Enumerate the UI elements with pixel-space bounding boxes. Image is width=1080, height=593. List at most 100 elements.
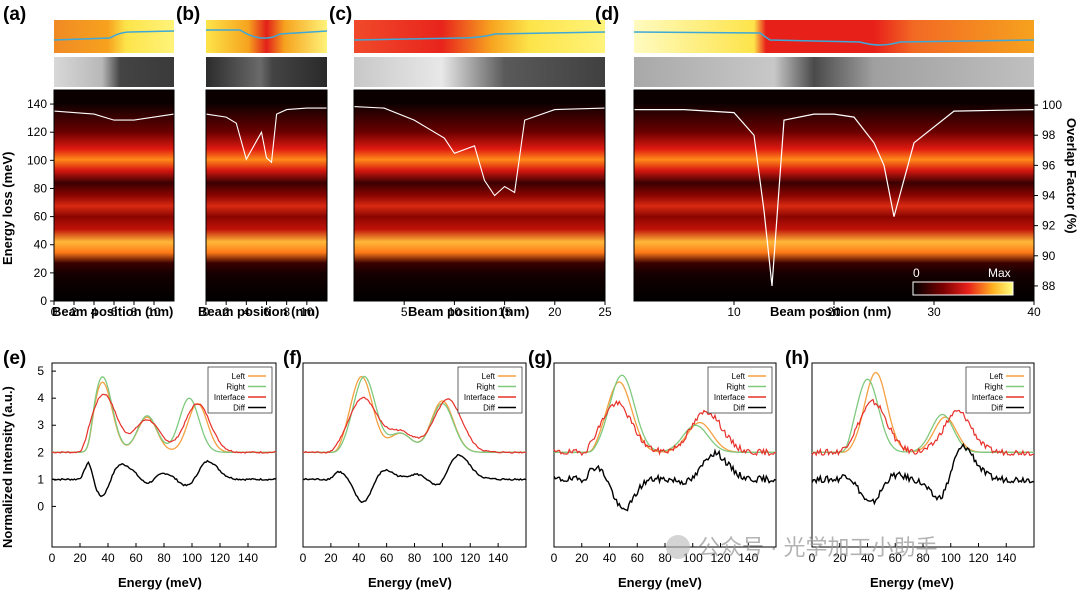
x-tick-label: 100	[182, 551, 202, 565]
x-tick-label: 140	[738, 551, 758, 565]
heatmap-image	[354, 90, 605, 301]
x-tick-label: 20	[833, 551, 847, 565]
legend-label: Right	[984, 383, 1003, 392]
series-interface	[811, 398, 1035, 457]
profile-line	[633, 31, 1035, 46]
y-tick-label: 20	[34, 266, 48, 280]
plot-frame	[53, 89, 175, 302]
legend-label: Diff	[991, 404, 1004, 413]
x-tick-label: 80	[157, 551, 171, 565]
y2-tick-label: 92	[1042, 219, 1056, 233]
series-diff	[553, 448, 777, 512]
y-tick-label: 120	[27, 125, 47, 139]
legend-box	[965, 366, 1031, 414]
x-tick-label: 60	[129, 551, 143, 565]
profile-line	[206, 29, 328, 39]
x-axis-title: Beam position (nm)	[408, 304, 529, 319]
x-tick-label: 100	[432, 551, 452, 565]
panel-label: (b)	[176, 4, 200, 25]
legend-label: Left	[732, 372, 746, 381]
panel-label: (e)	[3, 348, 26, 369]
overlap-factor-line	[205, 107, 327, 164]
x-tick-label: 20	[73, 551, 87, 565]
x-tick-label: 6	[263, 305, 270, 319]
x-tick-label: 80	[658, 551, 672, 565]
axes: 5 10 15 20 25	[353, 89, 612, 319]
legend-label: Diff	[733, 404, 746, 413]
x-tick-label: 0	[49, 551, 56, 565]
series-interface	[51, 393, 277, 454]
x-tick-label: 5	[401, 305, 408, 319]
y2-tick-label: 96	[1042, 158, 1056, 172]
x-tick-label: 60	[380, 551, 394, 565]
heatmap-image	[54, 90, 174, 301]
plot-frame	[353, 89, 606, 302]
x-axis-title: Energy (meV)	[870, 575, 954, 590]
x-tick-label: 60	[889, 551, 903, 565]
x-tick-label: 2	[71, 305, 78, 319]
x-tick-label: 20	[548, 305, 562, 319]
haadf-strip	[634, 57, 1034, 87]
x-tick-label: 4	[243, 305, 250, 319]
x-tick-label: 0	[809, 551, 816, 565]
y-tick-label: 3	[37, 418, 44, 432]
y2-tick-label: 100	[1042, 98, 1062, 112]
x-tick-label: 120	[210, 551, 230, 565]
panel-label: (f)	[283, 348, 302, 369]
heatmap-image	[634, 90, 1034, 301]
x-tick-label: 0	[51, 305, 58, 319]
y-tick-label: 2	[37, 445, 44, 459]
x-tick-label: 0	[203, 305, 210, 319]
y2-tick-label: 90	[1042, 249, 1056, 263]
plot-frame	[633, 89, 1035, 302]
profile-line	[353, 31, 606, 41]
y2-axis-title: Overlap Factor (%)	[1064, 118, 1079, 234]
x-tick-label: 0	[300, 551, 307, 565]
x-tick-label: 15	[498, 305, 512, 319]
series-right	[303, 375, 526, 453]
panel-label: (c)	[329, 4, 352, 25]
x-tick-label: 10	[300, 305, 314, 319]
x-tick-label: 100	[683, 551, 703, 565]
x-tick-label: 10	[147, 305, 161, 319]
x-tick-label: 120	[710, 551, 730, 565]
legend-box	[707, 366, 773, 414]
colorbar-max-label: Max	[988, 266, 1011, 280]
x-tick-label: 8	[131, 305, 138, 319]
x-tick-label: 30	[927, 305, 941, 319]
legend-label: Interface	[464, 393, 496, 402]
y-tick-label: 40	[34, 238, 48, 252]
color-strip	[634, 20, 1034, 53]
x-tick-label: 60	[631, 551, 645, 565]
y2-tick-label: 98	[1042, 128, 1056, 142]
x-tick-label: 40	[1027, 305, 1041, 319]
x-tick-label: 6	[111, 305, 118, 319]
x-tick-label: 40	[352, 551, 366, 565]
y2-tick-label: 88	[1042, 279, 1056, 293]
legend-label: Diff	[483, 404, 496, 413]
panel-b: (b) 0 2 4 6 8 10	[176, 4, 328, 319]
x-tick-label: 2	[223, 305, 230, 319]
x-tick-label: 40	[861, 551, 875, 565]
haadf-strip	[354, 57, 605, 87]
x-tick-label: 140	[238, 551, 258, 565]
legend-label: Interface	[972, 393, 1004, 402]
panel-label: (g)	[528, 348, 552, 369]
panel-f: (f) 0 20 40 60 80 100 120 140 Left RightInterface…	[283, 348, 527, 565]
y-tick-label: 0	[37, 499, 44, 513]
x-tick-label: 80	[916, 551, 930, 565]
y-axis-title: Energy loss (meV)	[0, 152, 15, 265]
x-tick-label: 4	[91, 305, 98, 319]
y-tick-label: 80	[34, 181, 48, 195]
wechat-icon	[666, 535, 690, 559]
panel-e: (e) 0 20 40 60 80 100 120 140 0 1 2 3 4 5 Left RightInt…	[3, 348, 277, 565]
overlap-factor-line	[353, 106, 606, 197]
y-axis-title: Normalized Intensity (a.u.)	[0, 386, 15, 548]
panel-label: (h)	[785, 348, 809, 369]
x-axis-title: Energy (meV)	[618, 575, 702, 590]
series-diff	[51, 459, 277, 498]
